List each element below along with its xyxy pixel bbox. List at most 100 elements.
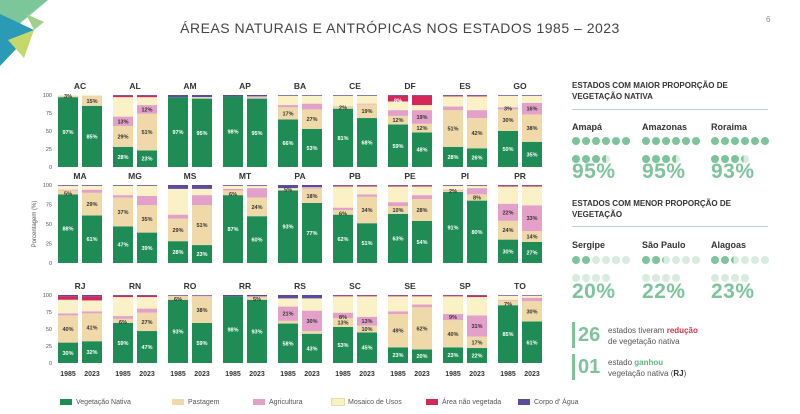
legend-item: Vegetação Nativa [60, 399, 131, 406]
proportion-dot [731, 155, 739, 163]
proportion-dot [572, 137, 580, 145]
bar-segment-pastagem [412, 307, 432, 350]
proportion-dots [572, 137, 632, 173]
proportion-dot [662, 155, 670, 163]
bar-segment-pastagem [522, 114, 542, 142]
page-number: 6 [766, 15, 771, 24]
bar-segment-pastagem [137, 113, 157, 151]
bar-segment-nativa [58, 342, 78, 363]
menor-state-name: Alagoas [711, 240, 747, 250]
data-label: 28% [172, 250, 183, 256]
state-label: AC [74, 81, 86, 91]
bar-segment-nativa [192, 98, 212, 167]
proportion-dot [592, 137, 600, 145]
bar-segment-nativa [443, 146, 463, 167]
bar-segment-nativa [82, 215, 102, 263]
y-tick-label: 75 [46, 203, 52, 209]
x-tick-label: 1985 [500, 371, 516, 378]
bar-segment-pastagem [58, 315, 78, 343]
bar-segment-nativa [137, 232, 157, 263]
bar-segment-mosaico [388, 101, 408, 111]
bar-segment-mosaico [522, 186, 542, 206]
bar-segment-pastagem [388, 115, 408, 125]
data-label: 30% [526, 309, 537, 315]
bar-segment-mosaico [333, 95, 353, 107]
data-label: 30% [502, 249, 513, 255]
bar-segment-agua [278, 185, 298, 189]
bar-segment-nativa [247, 216, 267, 263]
proportion-dot [672, 274, 680, 282]
stat-highlight: ganhou [634, 358, 664, 367]
bar-segment-mosaico [302, 298, 322, 311]
data-label: 81% [337, 136, 348, 142]
state-label: PI [461, 171, 469, 181]
bar-segment-pastagem [357, 104, 377, 119]
bar-segment-agua [443, 295, 463, 296]
state-label: SP [459, 281, 471, 291]
data-label: 68% [361, 141, 372, 147]
bar-segment-agua [168, 295, 188, 296]
bar-segment-mosaico [113, 185, 133, 196]
bar-segment-nativa [357, 332, 377, 363]
data-label: 47% [117, 243, 128, 249]
bar-segment-agricultura [192, 296, 212, 298]
bar-segment-nao_vegetada [113, 295, 133, 298]
bar-segment-nativa [412, 349, 432, 363]
bar-segment-pastagem [223, 190, 243, 196]
data-label: 59% [196, 341, 207, 347]
x-tick-label: 1985 [445, 371, 461, 378]
data-label: 19% [416, 115, 427, 121]
proportion-dots [572, 256, 632, 292]
data-label: 47% [141, 345, 152, 351]
bar-segment-mosaico [137, 185, 157, 196]
state-label: RR [239, 281, 251, 291]
bar-segment-nativa [522, 321, 542, 363]
bar-segment-agua [58, 185, 78, 186]
data-label: 7% [504, 302, 512, 308]
data-label: 16% [526, 107, 537, 113]
state-label: RJ [75, 281, 86, 291]
bar-segment-agua [333, 185, 353, 186]
data-label: 22% [471, 354, 482, 360]
bar-segment-agua [498, 95, 518, 96]
data-label: 40% [62, 327, 73, 333]
legend-swatch [518, 399, 530, 406]
legend-item: Corpo d' Água [518, 399, 579, 406]
stat-text-ganho: estado ganhou vegetação nativa (RJ) [608, 357, 768, 379]
proportion-dot [721, 155, 729, 163]
bar-segment-pastagem [302, 109, 322, 129]
corner-logo [0, 0, 48, 66]
proportion-dot [672, 137, 680, 145]
data-label: 13% [337, 321, 348, 327]
bar-segment-agua [168, 95, 188, 98]
data-label: 21% [282, 312, 293, 318]
bar-segment-agricultura [498, 203, 518, 221]
data-label: 50% [502, 147, 513, 153]
x-tick-label: 2023 [304, 371, 320, 378]
state-label: SE [404, 281, 416, 291]
bar-segment-agua [498, 185, 518, 186]
maior-percent: 95% [642, 160, 686, 183]
data-label: 12% [141, 107, 152, 113]
maior-state-name: Amapá [572, 122, 603, 132]
y-tick-label: 25 [46, 147, 52, 153]
proportion-dot [751, 256, 759, 264]
data-label: 6% [174, 297, 182, 303]
data-label: 60% [251, 238, 262, 244]
bar-segment-mosaico [302, 187, 322, 189]
data-label: 28% [416, 208, 427, 214]
bar-segment-mosaico [522, 95, 542, 103]
bar-segment-nativa [192, 322, 212, 363]
data-label: 23% [447, 353, 458, 359]
bar-segment-pastagem [412, 123, 432, 133]
proportion-dot [711, 155, 719, 163]
x-tick-label: 2023 [414, 371, 430, 378]
bar-segment-pastagem [443, 320, 463, 348]
bar-segment-agua [467, 95, 487, 96]
bar-segment-nao_vegetada [443, 95, 463, 97]
proportion-dot [741, 274, 749, 282]
proportion-dot [602, 137, 610, 145]
state-label: RO [184, 281, 197, 291]
bar-segment-nativa [302, 333, 322, 363]
